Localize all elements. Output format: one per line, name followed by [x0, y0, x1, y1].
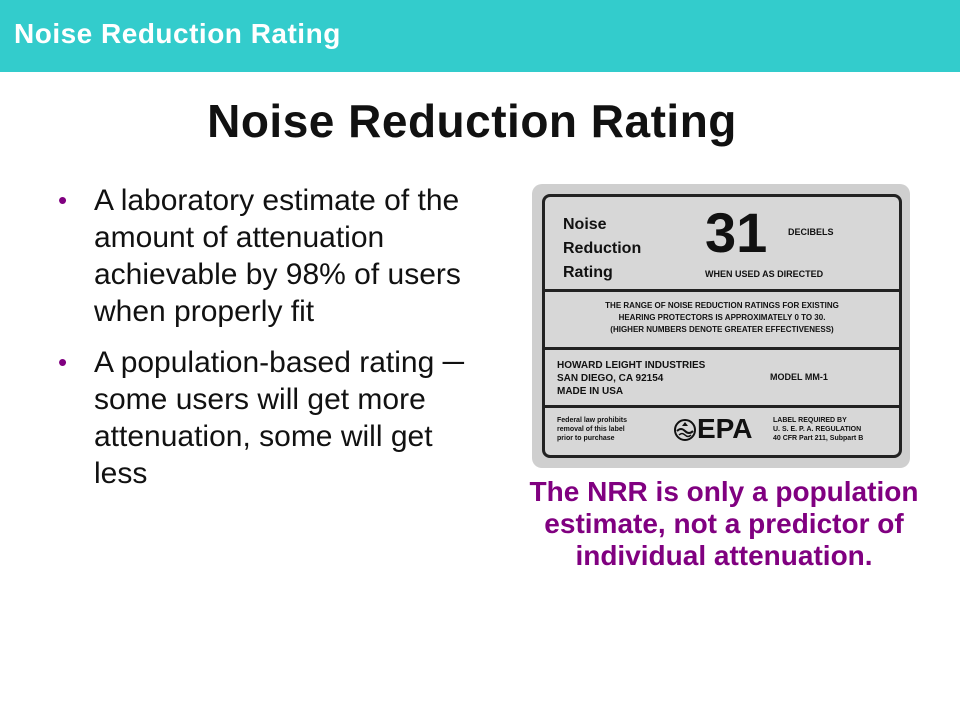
label-model: MODEL MM-1 — [770, 372, 828, 382]
label-range-line: THE RANGE OF NOISE REDUCTION RATINGS FOR… — [605, 301, 839, 310]
label-epa: EPA — [697, 413, 753, 444]
slide-title: Noise Reduction Rating — [207, 95, 737, 147]
label-range-line: (HIGHER NUMBERS DENOTE GREATER EFFECTIVE… — [610, 325, 834, 334]
label-range-section: THE RANGE OF NOISE REDUCTION RATINGS FOR… — [545, 292, 899, 350]
label-federal-notice: Federal law prohibits removal of this la… — [557, 416, 627, 443]
bullet-dot-icon: • — [58, 185, 68, 215]
label-mfr-line: HOWARD LEIGHT INDUSTRIES — [557, 360, 706, 371]
label-rating-section: Noise Reduction Rating 31 DECIBELS WHEN … — [545, 197, 899, 292]
header-bar: Noise Reduction Rating — [0, 0, 960, 72]
label-word: Noise — [563, 216, 607, 233]
bullet-item: • A laboratory estimate of the amount of… — [52, 182, 482, 330]
nrr-label: Noise Reduction Rating 31 DECIBELS WHEN … — [542, 194, 902, 458]
header-title: Noise Reduction Rating — [14, 18, 341, 49]
label-mfr-line: SAN DIEGO, CA 92154 — [557, 373, 664, 384]
bullet-dot-icon: • — [58, 347, 68, 377]
epa-logo-icon — [674, 419, 696, 441]
bullet-text: A population-based rating ─ some users w… — [94, 346, 464, 490]
label-fed-line: Federal law prohibits — [557, 417, 628, 424]
label-range-line: HEARING PROTECTORS IS APPROXIMATELY 0 TO… — [618, 313, 826, 322]
label-mfr-line: MADE IN USA — [557, 386, 624, 397]
label-unit: DECIBELS — [788, 227, 834, 237]
label-regulation: LABEL REQUIRED BY U. S. E. P. A. REGULAT… — [773, 416, 863, 443]
label-fed-line: prior to purchase — [557, 435, 615, 442]
nrr-label-image: Noise Reduction Rating 31 DECIBELS WHEN … — [532, 184, 910, 468]
label-regulation-section: Federal law prohibits removal of this la… — [545, 408, 899, 455]
label-manufacturer-section: HOWARD LEIGHT INDUSTRIES SAN DIEGO, CA 9… — [545, 350, 899, 408]
label-fed-line: removal of this label — [557, 426, 625, 433]
label-manufacturer: HOWARD LEIGHT INDUSTRIES SAN DIEGO, CA 9… — [557, 359, 705, 398]
bullet-item: • A population-based rating ─ some users… — [52, 344, 482, 492]
label-reg-line: 40 CFR Part 211, Subpart B — [773, 435, 864, 442]
label-word: Reduction — [563, 240, 642, 257]
label-word: Rating — [563, 264, 613, 281]
label-reg-line: LABEL REQUIRED BY — [773, 417, 847, 424]
bullet-list: • A laboratory estimate of the amount of… — [52, 182, 482, 506]
caption: The NRR is only a population estimate, n… — [529, 476, 919, 571]
label-rating-words: Noise Reduction Rating — [563, 213, 641, 285]
label-range-text: THE RANGE OF NOISE REDUCTION RATINGS FOR… — [545, 300, 899, 336]
label-used-as: WHEN USED AS DIRECTED — [705, 269, 824, 279]
label-nrr-value: 31 — [705, 201, 768, 264]
label-reg-line: U. S. E. P. A. REGULATION — [773, 426, 862, 433]
bullet-text: A laboratory estimate of the amount of a… — [94, 184, 461, 328]
